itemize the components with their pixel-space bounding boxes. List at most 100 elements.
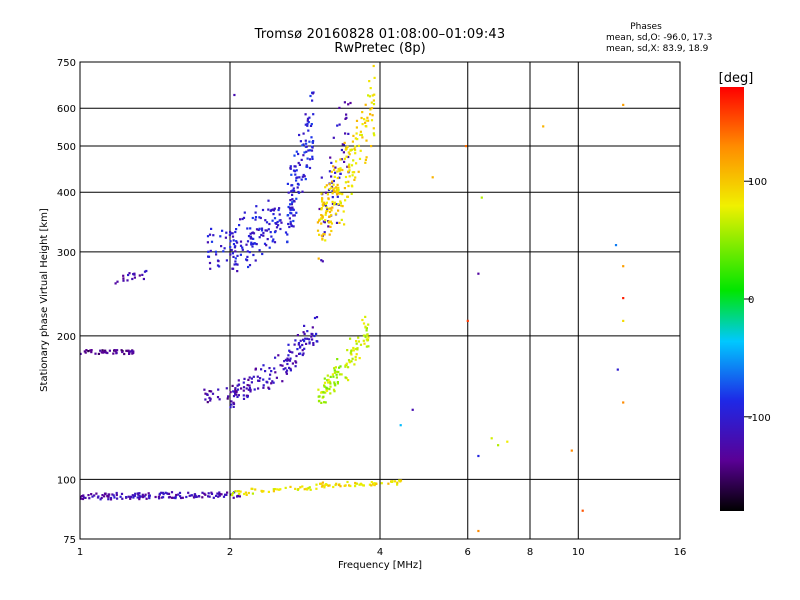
- data-point: [137, 493, 140, 496]
- data-point: [334, 366, 337, 369]
- data-point: [351, 140, 354, 143]
- data-point: [217, 388, 220, 391]
- data-point: [269, 231, 272, 234]
- data-point: [347, 184, 350, 188]
- data-point: [315, 487, 318, 490]
- data-point: [258, 227, 261, 230]
- data-point: [327, 221, 331, 224]
- data-point: [327, 381, 330, 384]
- data-point: [260, 368, 263, 371]
- data-point: [271, 219, 274, 222]
- data-point: [208, 233, 212, 236]
- data-point: [238, 492, 241, 495]
- data-point: [218, 491, 221, 494]
- data-point: [239, 490, 242, 493]
- data-point: [339, 192, 342, 195]
- data-point: [301, 353, 304, 357]
- data-point: [262, 384, 265, 387]
- data-point: [246, 384, 249, 387]
- plot-frame: [79, 61, 681, 540]
- data-point: [349, 149, 352, 152]
- data-point: [369, 108, 372, 111]
- data-point: [141, 495, 144, 498]
- data-point: [303, 488, 306, 491]
- data-point: [82, 494, 85, 497]
- data-point: [289, 485, 292, 488]
- data-point: [373, 93, 376, 96]
- data-point: [362, 484, 365, 487]
- data-point: [229, 246, 232, 249]
- data-point: [204, 398, 207, 401]
- data-point: [115, 351, 118, 354]
- data-point: [335, 186, 338, 189]
- data-point: [232, 390, 235, 393]
- data-point: [293, 165, 296, 168]
- data-point: [354, 149, 357, 152]
- data-point: [305, 164, 308, 167]
- data-point: [337, 167, 340, 171]
- data-point: [323, 486, 326, 489]
- data-point: [348, 153, 351, 156]
- data-point: [250, 377, 253, 380]
- data-point: [273, 207, 276, 210]
- data-point: [331, 206, 334, 209]
- data-point: [235, 240, 238, 243]
- data-point: [325, 389, 329, 392]
- data-point: [232, 239, 235, 242]
- data-point: [387, 482, 390, 485]
- data-point: [260, 233, 263, 237]
- data-point: [305, 142, 308, 145]
- data-point: [284, 367, 287, 370]
- data-point: [143, 495, 146, 498]
- data-point: [207, 255, 210, 258]
- data-point: [236, 384, 239, 387]
- data-point: [354, 176, 357, 179]
- data-point: [269, 209, 272, 212]
- data-point: [311, 141, 314, 144]
- data-point: [328, 183, 331, 186]
- data-point: [243, 492, 246, 496]
- data-point: [276, 220, 279, 224]
- data-point: [261, 490, 264, 493]
- data-point: [268, 367, 271, 370]
- data-point: [194, 494, 197, 497]
- data-point: [249, 390, 252, 393]
- data-point: [336, 358, 339, 361]
- data-point: [225, 259, 228, 262]
- data-point: [229, 253, 232, 256]
- data-point: [287, 343, 290, 346]
- data-point: [310, 335, 313, 338]
- data-point: [343, 157, 346, 160]
- data-point: [295, 211, 298, 214]
- data-point: [356, 347, 359, 350]
- data-point: [330, 181, 334, 184]
- data-point: [324, 239, 327, 242]
- data-point: [372, 64, 375, 68]
- data-point: [219, 235, 222, 238]
- data-point: [147, 494, 151, 497]
- data-point: [329, 220, 332, 223]
- data-point: [354, 481, 357, 485]
- data-point: [333, 390, 336, 393]
- data-point: [329, 382, 332, 385]
- data-point: [344, 181, 347, 184]
- data-point: [338, 366, 341, 369]
- data-point: [259, 377, 262, 380]
- data-point: [158, 492, 161, 495]
- data-point: [114, 350, 117, 353]
- data-point: [333, 381, 336, 384]
- data-point: [268, 246, 271, 249]
- data-point: [372, 127, 375, 130]
- data-point: [349, 484, 352, 488]
- data-point: [264, 229, 267, 232]
- data-point: [217, 260, 220, 263]
- data-point: [204, 392, 207, 395]
- y-tick-label: 400: [57, 188, 76, 199]
- data-point: [305, 487, 308, 490]
- data-point: [237, 383, 240, 386]
- data-point: [275, 226, 279, 229]
- data-point: [246, 255, 249, 258]
- data-point: [242, 386, 246, 389]
- data-point: [87, 494, 90, 497]
- data-point: [351, 171, 354, 174]
